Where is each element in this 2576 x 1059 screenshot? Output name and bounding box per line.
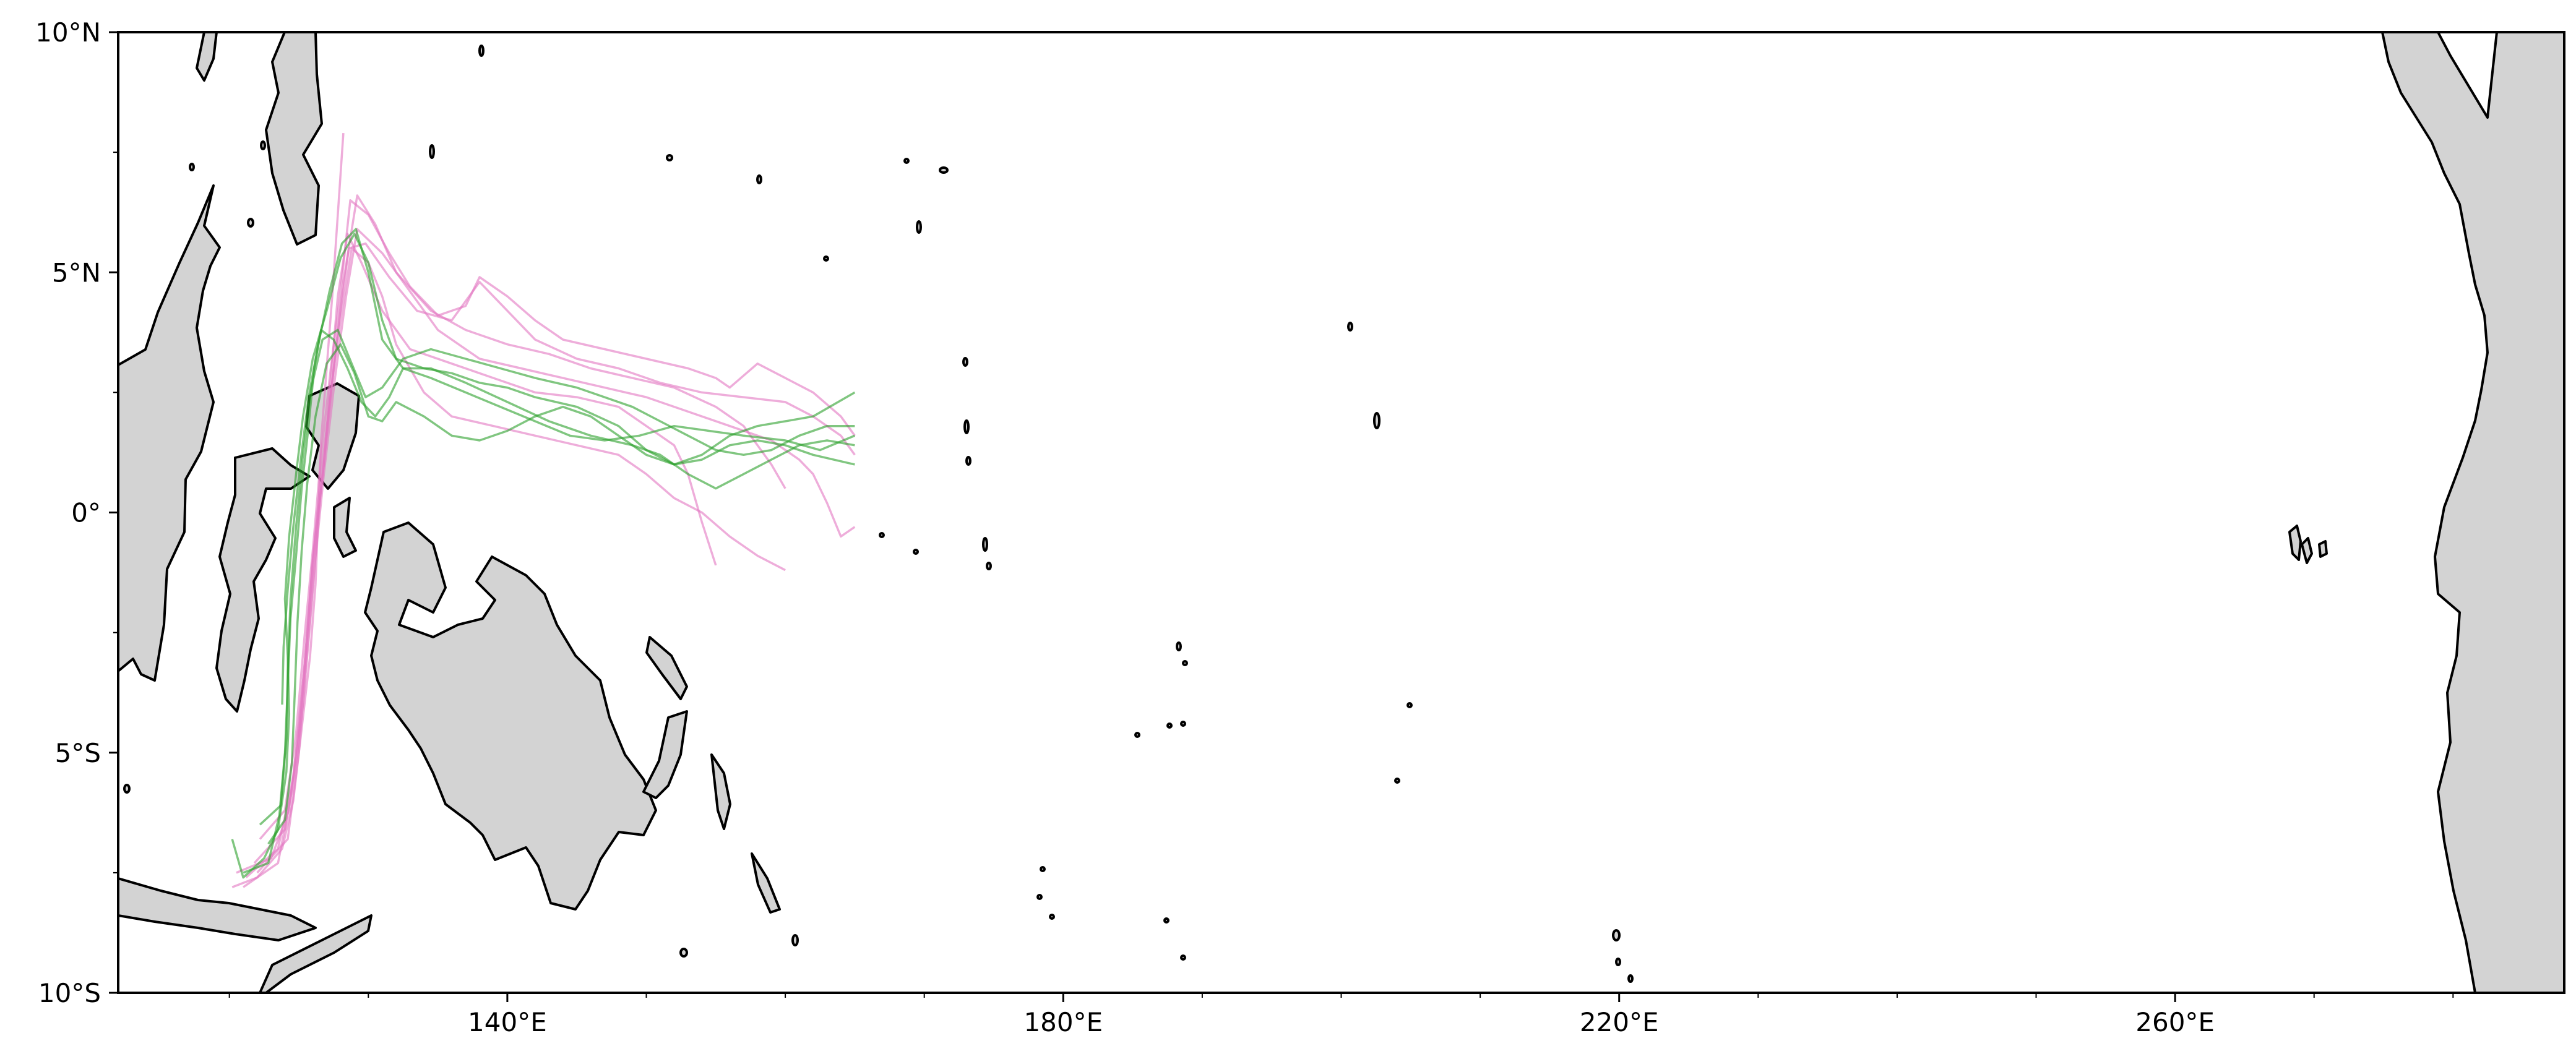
island-dot [986, 562, 992, 570]
y-tick-label: 0° [71, 498, 101, 528]
x-tick-label: 140°E [468, 1007, 547, 1037]
island-dot [1406, 702, 1413, 708]
x-tick-label: 260°E [2135, 1007, 2215, 1037]
land-philippines-north [196, 32, 218, 82]
island-dot [1180, 721, 1186, 727]
island-dot [962, 357, 968, 367]
island-dot [1176, 641, 1182, 651]
island-dot [478, 45, 485, 57]
island-dot [666, 154, 673, 161]
land-galapagos-2 [2301, 537, 2313, 564]
x-tick-label: 180°E [1023, 1007, 1103, 1037]
land-layer [118, 32, 2564, 993]
land-south-america [2381, 32, 2564, 993]
island-dot [916, 220, 922, 234]
island-dot [1040, 866, 1046, 872]
trajectory-layer [231, 132, 856, 888]
land-halmahera [333, 497, 357, 558]
island-dot [260, 140, 266, 150]
land-new-ireland [645, 636, 688, 700]
island-dot [913, 549, 919, 555]
island-dot [1163, 917, 1170, 924]
small-islands [123, 45, 1634, 983]
x-tick-label: 220°E [1580, 1007, 1659, 1037]
land-solomon-2 [751, 852, 781, 914]
trajectory-1-2 [259, 328, 855, 826]
trajectory-1-4 [281, 228, 856, 705]
island-dot [1373, 412, 1381, 429]
island-dot [123, 784, 131, 794]
island-dot [965, 456, 971, 466]
y-tick-label: 5°S [55, 738, 101, 768]
land-borneo [118, 184, 221, 682]
island-dot [1036, 894, 1043, 900]
island-dot [1612, 929, 1621, 941]
y-tick-label: 10°N [35, 17, 101, 48]
island-dot [903, 158, 910, 164]
trajectory-1-3 [267, 343, 855, 845]
axis-ticks: 140°E 180°E 220°E 260°E 10°N 5°N 0° 5°S 10°S [35, 17, 2454, 1037]
island-dot [1627, 974, 1634, 983]
trajectory-0-5 [256, 228, 856, 874]
island-dot [982, 537, 988, 552]
island-dot [1049, 914, 1055, 920]
island-dot [429, 144, 435, 159]
island-dot [756, 174, 762, 184]
y-tick-label: 5°N [52, 257, 101, 288]
island-dot [1347, 322, 1353, 332]
island-dot [189, 163, 195, 171]
island-dot [247, 218, 254, 228]
island-dot [1615, 958, 1621, 966]
land-galapagos-3 [2318, 540, 2328, 558]
land-new-britain [642, 710, 688, 799]
land-galapagos-1 [2288, 525, 2302, 561]
island-dot [823, 255, 829, 262]
island-dot [963, 419, 970, 434]
y-tick-label: 10°S [38, 978, 101, 1008]
island-dot [1394, 778, 1400, 784]
island-dot [939, 166, 949, 174]
trajectory-0-6 [259, 199, 856, 840]
island-dot [1166, 722, 1173, 729]
island-dot [791, 934, 799, 946]
plot-background [118, 32, 2564, 993]
island-dot [679, 948, 688, 958]
land-new-guinea [364, 521, 657, 911]
island-dot [1180, 954, 1186, 961]
land-timor [259, 914, 373, 993]
trajectory-0-0 [231, 132, 345, 888]
land-solomon-1 [710, 753, 731, 830]
island-dot [1182, 660, 1188, 666]
trajectory-1-0 [231, 233, 856, 879]
island-dot [1134, 732, 1140, 738]
island-dot [879, 532, 885, 538]
land-lesser-sunda [118, 877, 317, 941]
land-philippines [265, 32, 323, 246]
